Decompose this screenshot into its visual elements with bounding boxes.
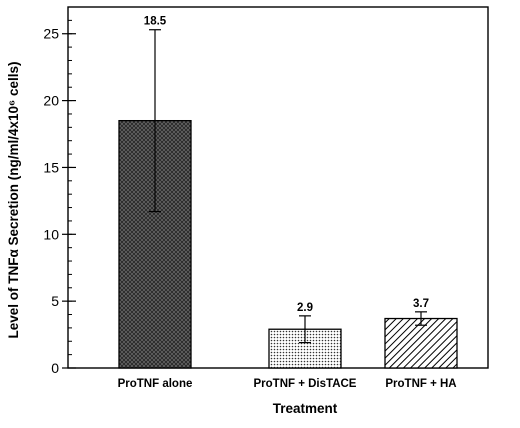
category-label-2: ProTNF + DisTACE xyxy=(254,378,357,390)
data-label-2: 2.9 xyxy=(297,302,313,314)
y-tick-label: 10 xyxy=(43,226,59,242)
x-axis-title: Treatment xyxy=(273,401,338,416)
bars xyxy=(118,119,458,369)
data-label-1: 18.5 xyxy=(144,16,167,28)
bar-3 xyxy=(384,317,458,369)
category-label-3: ProTNF + HA xyxy=(385,378,456,390)
labels: 18.5 ProTNF alone 2.9 ProTNF + DisTACE 3.7 Pr… xyxy=(118,16,457,390)
y-tick-label: 15 xyxy=(43,159,59,175)
category-label-1: ProTNF alone xyxy=(118,378,193,390)
y-axis-ticks: 0 5 10 15 20 25 xyxy=(43,6,76,376)
y-axis-title: Level of TNFα Secretion (ng/ml/4x10⁶ cel… xyxy=(6,61,21,338)
y-tick-label: 25 xyxy=(43,26,59,42)
data-label-3: 3.7 xyxy=(413,298,429,310)
y-tick-label: 20 xyxy=(43,93,59,109)
error-bars xyxy=(149,29,427,344)
y-tick-label: 5 xyxy=(51,293,59,309)
y-tick-label: 0 xyxy=(51,360,59,376)
